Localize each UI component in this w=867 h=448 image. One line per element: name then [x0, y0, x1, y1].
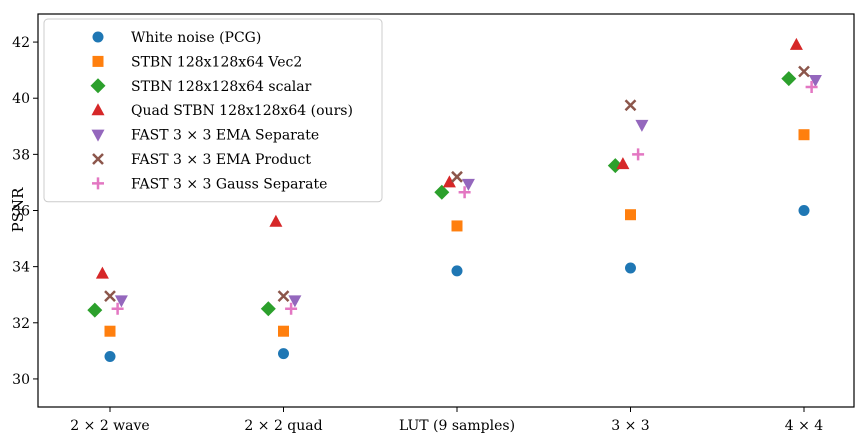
y-axis-label: PSNR: [9, 187, 27, 232]
legend-label: FAST 3 × 3 EMA Separate: [131, 128, 319, 144]
data-point: [624, 99, 637, 112]
legend-marker: [91, 129, 105, 142]
data-point: [798, 65, 810, 78]
data-point: [111, 302, 124, 315]
data-point: [458, 186, 471, 199]
x-tick-label: 4 × 4: [785, 418, 824, 434]
data-point: [607, 158, 623, 174]
data-point: [104, 325, 116, 337]
data-point: [798, 129, 810, 141]
data-points: [87, 37, 822, 362]
legend-label: Quad STBN 128x128x64 (ours): [131, 103, 353, 119]
legend-marker: [92, 31, 104, 43]
data-point: [635, 119, 649, 132]
data-point: [278, 325, 289, 337]
legend-marker: [91, 103, 105, 116]
x-tick-label: 3 × 3: [611, 418, 649, 434]
y-tick-label: 40: [12, 91, 30, 107]
data-point: [451, 220, 463, 232]
data-point: [625, 262, 636, 274]
y-axis-ticks: 30 32 34 36 38 40 42: [12, 35, 38, 388]
data-point: [616, 157, 630, 170]
data-point: [114, 295, 128, 308]
legend-marker: [92, 55, 104, 67]
data-point: [104, 290, 116, 303]
legend-marker: [92, 177, 104, 190]
data-point: [104, 350, 116, 362]
legend-box: [43, 18, 383, 203]
data-point: [434, 184, 450, 200]
x-tick-label: 2 × 2 wave: [70, 418, 149, 434]
data-point: [798, 205, 810, 216]
legend-label: White noise (PCG): [131, 30, 261, 46]
legend-marker: [92, 153, 104, 165]
legend-label: STBN 128x128x64 Vec2: [131, 54, 302, 70]
y-tick-label: 34: [12, 260, 30, 276]
legend-label: FAST 3 × 3 Gauss Separate: [131, 176, 327, 192]
legend: White noise (PCG) STBN 128x128x64 Vec2 STB…: [43, 18, 383, 203]
data-point: [625, 209, 636, 221]
data-point: [451, 265, 463, 277]
y-tick-label: 36: [12, 204, 30, 220]
data-point: [288, 295, 302, 308]
y-tick-label: 38: [12, 147, 30, 163]
legend-label: FAST 3 × 3 EMA Product: [131, 152, 311, 168]
data-point: [781, 71, 797, 87]
y-tick-label: 42: [12, 35, 30, 51]
data-point: [461, 178, 475, 191]
data-point: [278, 348, 289, 360]
data-point: [805, 80, 818, 93]
data-point: [632, 148, 645, 161]
data-point: [808, 74, 822, 87]
data-point: [269, 214, 283, 227]
y-tick-label: 30: [12, 372, 30, 388]
y-tick-label: 32: [12, 316, 30, 332]
legend-label: STBN 128x128x64 scalar: [131, 79, 312, 95]
data-point: [451, 170, 463, 183]
data-point: [87, 302, 103, 318]
data-point: [789, 37, 803, 50]
data-point: [277, 290, 290, 303]
x-tick-label: LUT (9 samples): [399, 418, 515, 434]
data-point: [95, 266, 109, 279]
legend-marker: [90, 78, 106, 94]
data-point: [442, 175, 456, 188]
x-axis-ticks: 2 × 2 wave 2 × 2 quad LUT (9 samples) 3 × 3…: [70, 407, 823, 434]
data-point: [260, 301, 276, 317]
data-point: [285, 302, 298, 315]
x-tick-label: 2 × 2 quad: [244, 418, 322, 434]
